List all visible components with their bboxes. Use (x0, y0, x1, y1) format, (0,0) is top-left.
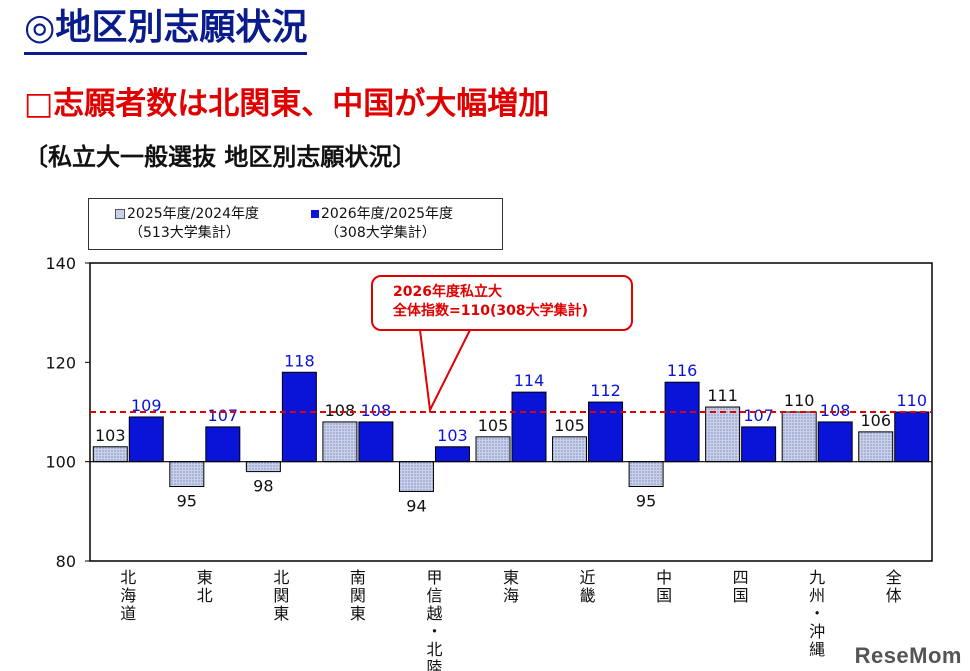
watermark-logo: ReseMom (854, 643, 962, 668)
bar-2025 (781, 411, 817, 463)
data-label-2025: 105 (478, 416, 509, 435)
bar-2026 (205, 426, 241, 463)
x-tick-label: 南 (350, 568, 366, 587)
data-label-2026: 108 (820, 401, 851, 420)
x-tick-label: 越 (426, 604, 442, 623)
x-tick-label: 州 (809, 586, 825, 605)
x-tick-label: 東 (197, 568, 213, 587)
y-tick-label: 100 (45, 453, 76, 472)
bar-2026 (664, 381, 700, 463)
x-tick-label: 沖 (809, 622, 825, 641)
data-label-2026: 116 (667, 361, 698, 380)
x-tick-label: 北 (426, 640, 442, 659)
annotation-line-2: 全体指数=110(308大学集計) (393, 303, 588, 319)
bar-2025 (169, 461, 205, 487)
x-tick-label: ・ (426, 622, 442, 641)
x-tick-label: 中 (656, 568, 672, 587)
legend-label-2026: 2026年度/2025年度 (321, 206, 453, 222)
legend-item-2025: 2025年度/2024年度 （513大学集計） (115, 205, 259, 243)
data-label-2025: 106 (860, 411, 891, 430)
x-tick-label: 北 (120, 568, 136, 587)
bar-2025 (628, 461, 664, 487)
bar-2026 (281, 371, 317, 463)
legend-swatch-2026 (311, 210, 319, 218)
x-tick-label: 東 (503, 568, 519, 587)
legend-item-2026: 2026年度/2025年度 （308大学集計） (311, 205, 453, 243)
data-label-2026: 109 (131, 396, 162, 415)
data-label-2026: 103 (437, 426, 468, 445)
data-label-2026: 108 (361, 401, 392, 420)
data-label-2025: 103 (95, 426, 126, 445)
y-tick-label: 140 (45, 254, 76, 273)
data-label-2026: 112 (590, 381, 621, 400)
x-tick-label: ・ (809, 604, 825, 623)
page-title: ◎地区別志願状況 (24, 6, 308, 55)
bar-2025 (705, 406, 741, 463)
bar-2025 (858, 431, 894, 463)
annotation-pointer (419, 329, 471, 414)
bar-2026 (434, 446, 470, 463)
data-label-2026: 110 (896, 391, 927, 410)
data-label-2025: 108 (325, 401, 356, 420)
x-tick-label: 近 (580, 568, 596, 587)
bar-2026 (894, 411, 930, 463)
x-tick-label: 東 (350, 604, 366, 623)
legend-sub-2026: （308大学集計） (325, 225, 436, 241)
x-tick-label: 北 (273, 568, 289, 587)
reference-annotation: 2026年度私立大 全体指数=110(308大学集計) (371, 275, 633, 331)
x-tick-label: 国 (733, 586, 749, 605)
bar-2025 (92, 446, 128, 463)
data-label-2025: 98 (253, 477, 273, 496)
bar-2025 (322, 421, 358, 463)
data-label-2026: 107 (743, 406, 774, 425)
x-tick-label: 体 (886, 586, 902, 605)
data-label-2026: 118 (284, 351, 315, 370)
bar-2026 (817, 421, 853, 463)
annotation-line-1: 2026年度私立大 (393, 284, 502, 300)
x-tick-label: 関 (350, 586, 366, 605)
x-tick-label: 関 (273, 586, 289, 605)
bar-2026 (358, 421, 394, 463)
data-label-2025: 111 (707, 386, 738, 405)
bar-2025 (245, 461, 281, 473)
x-tick-label: 北 (197, 586, 213, 605)
x-tick-label: 信 (426, 586, 442, 605)
chart-legend: 2025年度/2024年度 （513大学集計） 2026年度/2025年度 （3… (88, 198, 503, 250)
x-tick-label: 道 (120, 604, 136, 623)
bar-2025 (475, 436, 511, 463)
bar-2026 (128, 416, 164, 463)
x-tick-label: 国 (656, 586, 672, 605)
data-label-2026: 114 (514, 371, 545, 390)
legend-sub-2025: （513大学集計） (129, 225, 240, 241)
x-tick-label: 四 (733, 568, 749, 587)
x-tick-label: 東 (273, 604, 289, 623)
x-tick-label: 海 (503, 586, 519, 605)
y-tick-label: 120 (45, 353, 76, 372)
legend-swatch-2025 (115, 209, 125, 219)
x-tick-label: 全 (886, 568, 902, 587)
bar-2025 (398, 461, 434, 492)
bar-2026 (741, 426, 777, 463)
data-label-2025: 95 (177, 492, 197, 511)
data-label-2025: 95 (636, 492, 656, 511)
x-tick-label: 海 (120, 586, 136, 605)
legend-label-2025: 2025年度/2024年度 (127, 206, 259, 222)
data-label-2026: 107 (208, 406, 239, 425)
x-tick-label: 陸 (426, 658, 442, 671)
page-subtitle: □志願者数は北関東、中国が大幅増加 (24, 86, 550, 122)
chart-caption: 〔私立大一般選抜 地区別志願状況〕 (24, 143, 417, 171)
y-tick-label: 80 (56, 552, 76, 571)
bar-2025 (552, 436, 588, 463)
data-label-2025: 110 (784, 391, 815, 410)
x-tick-label: 畿 (580, 586, 596, 605)
x-tick-label: 九 (809, 568, 825, 587)
x-tick-label: 甲 (426, 568, 442, 587)
data-label-2025: 105 (554, 416, 585, 435)
bar-2026 (511, 391, 547, 463)
data-label-2025: 94 (406, 496, 426, 515)
x-tick-label: 縄 (809, 640, 825, 659)
